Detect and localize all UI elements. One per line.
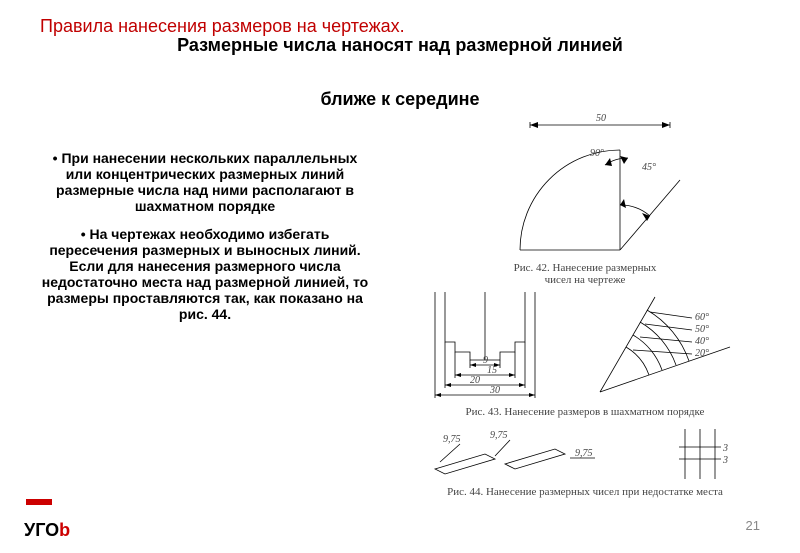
logo-text-1: УГО bbox=[24, 520, 59, 540]
figure-42-svg: 50 90° 45° bbox=[470, 110, 700, 260]
angle-90: 90° bbox=[590, 148, 604, 159]
page-title: Размерные числа наносят над размерной ли… bbox=[70, 32, 730, 113]
dim-30: 30 bbox=[489, 385, 500, 396]
fig44-r2: 3 bbox=[722, 455, 728, 466]
ang-60: 60° bbox=[695, 312, 709, 323]
figures-column: 50 90° 45° Рис. 42. Нанесение размерных … bbox=[400, 110, 770, 504]
fig44-r1: 3 bbox=[722, 443, 728, 454]
dim-15: 15 bbox=[487, 365, 497, 376]
logo: УГОb bbox=[24, 499, 70, 541]
dim-20: 20 bbox=[470, 375, 480, 386]
dim-50: 50 bbox=[596, 113, 606, 124]
angle-45: 45° bbox=[642, 162, 656, 173]
fig44-v1: 9,75 bbox=[443, 434, 461, 445]
bullet-1: При нанесении нескольких параллельных ил… bbox=[40, 150, 370, 214]
fig42-caption-l2: чисел на чертеже bbox=[545, 274, 626, 286]
figure-43: 9 15 20 30 60° 50° 40° bbox=[400, 292, 770, 418]
ang-40: 40° bbox=[695, 336, 709, 347]
figure-44: 9,75 9,75 9,75 3 3 Рис. 44. Нанесение ра… bbox=[400, 424, 770, 498]
figure-42-caption: Рис. 42. Нанесение размерных чисел на че… bbox=[400, 262, 770, 286]
figure-43-svg: 9 15 20 30 60° 50° 40° bbox=[405, 292, 765, 404]
title-line1: Размерные числа наносят над размерной ли… bbox=[177, 35, 623, 55]
bullet-list: При нанесении нескольких параллельных ил… bbox=[40, 150, 370, 334]
fig44-v2: 9,75 bbox=[490, 430, 508, 441]
fig42-caption-l1: Рис. 42. Нанесение размерных bbox=[514, 262, 657, 274]
figure-44-caption: Рис. 44. Нанесение размерных чисел при н… bbox=[400, 486, 770, 498]
figure-42: 50 90° 45° Рис. 42. Нанесение размерных … bbox=[400, 110, 770, 286]
figure-44-svg: 9,75 9,75 9,75 3 3 bbox=[405, 424, 765, 484]
fig44-v3: 9,75 bbox=[575, 448, 593, 459]
title-line2: ближе к середине bbox=[320, 89, 479, 109]
logo-bar-icon bbox=[26, 499, 52, 505]
logo-text-2: b bbox=[59, 520, 70, 540]
ang-20: 20° bbox=[695, 348, 709, 359]
ang-50: 50° bbox=[695, 324, 709, 335]
figure-43-caption: Рис. 43. Нанесение размеров в шахматном … bbox=[400, 406, 770, 418]
bullet-2: На чертежах необходимо избегать пересече… bbox=[40, 226, 370, 322]
page-number: 21 bbox=[746, 518, 760, 533]
